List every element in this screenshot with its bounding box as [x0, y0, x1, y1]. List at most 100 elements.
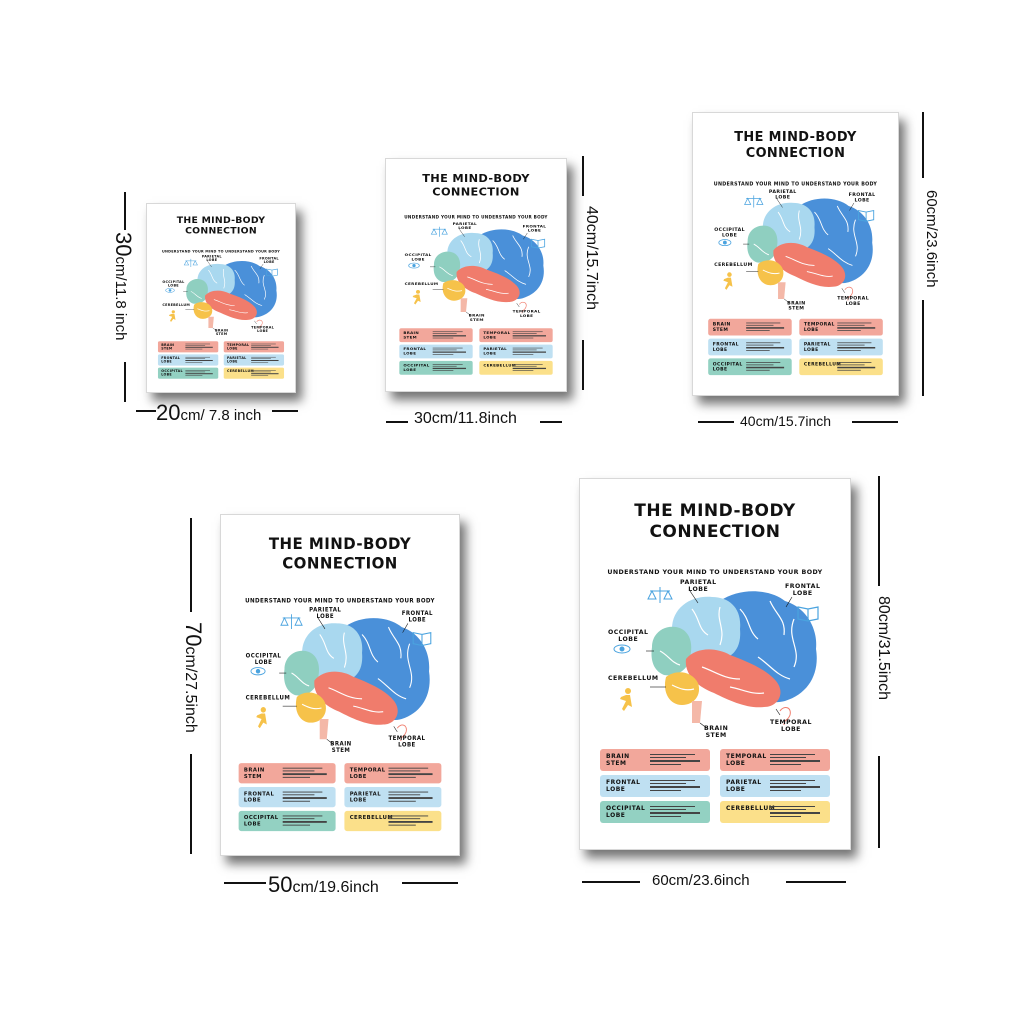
width-line-30x40 [386, 421, 408, 423]
info-box-title: OCCIPITAL LOBE [403, 363, 430, 373]
ear-icon [779, 707, 791, 726]
ear-icon [256, 319, 263, 330]
width-label-20x30: 20cm/ 7.8 inch [156, 400, 262, 425]
height-line-60x80-bottom [878, 756, 880, 848]
balance-figure-icon [723, 272, 733, 290]
info-box: PARIETAL LOBE [799, 338, 883, 356]
info-box-text-lines [837, 321, 880, 331]
width-label-30x40: 30cm/11.8inch [414, 410, 517, 427]
scale-icon [430, 226, 448, 237]
balance-figure-icon [620, 688, 632, 711]
info-box-text-lines [770, 804, 826, 817]
brain-illustration [718, 195, 875, 304]
info-box-title: FRONTAL LOBE [606, 779, 641, 793]
info-box-text-lines [770, 752, 826, 765]
info-box-text-lines [512, 346, 550, 355]
label-frontal: FRONTAL LOBE [785, 583, 821, 597]
height-label-20x30: 30cm/11.8 inch [111, 232, 136, 341]
info-box-text-lines [432, 363, 470, 371]
info-box-text-lines [251, 343, 282, 350]
info-box: OCCIPITAL LOBE [399, 360, 473, 375]
width-line-60x80-right [786, 881, 846, 883]
book-icon [797, 606, 819, 622]
info-box: BRAIN STEM [399, 328, 473, 343]
info-box-text-lines [746, 321, 789, 331]
label-occipital: OCCIPITAL LOBE [608, 629, 649, 643]
occipital-lobe-shape [651, 626, 692, 676]
height-line-60x80 [878, 476, 880, 586]
info-box-text-lines [650, 778, 706, 791]
label-occipital: OCCIPITAL LOBE [404, 253, 432, 262]
book-icon [412, 631, 432, 647]
info-box-text-lines [251, 356, 282, 363]
poster-subtitle: UNDERSTAND YOUR MIND TO UNDERSTAND YOUR … [713, 181, 878, 187]
label-parietal: PARIETAL LOBE [452, 221, 478, 231]
info-box-text-lines [282, 766, 332, 778]
label-parietal: PARIETAL LOBE [309, 606, 342, 620]
eye-icon [250, 667, 266, 676]
width-line-50x70-right [402, 882, 458, 884]
info-box-text-lines [388, 766, 437, 778]
info-box-title: TEMPORAL LOBE [803, 321, 835, 333]
occipital-lobe-shape [284, 650, 320, 696]
info-box-text-lines [650, 804, 706, 817]
poster-20x30: THE MIND-BODY CONNECTION UNDERSTAND YOUR… [146, 203, 296, 393]
info-box: BRAIN STEM [708, 318, 792, 336]
height-line-50x70-bottom [190, 754, 192, 854]
eye-icon [165, 288, 175, 293]
info-box: OCCIPITAL LOBE [708, 358, 792, 376]
poster-50x70: THE MIND-BODY CONNECTION UNDERSTAND YOUR… [220, 514, 460, 856]
poster-content: THE MIND-BODY CONNECTION UNDERSTAND YOUR… [693, 113, 898, 395]
label-brain-stem: BRAIN STEM [468, 313, 485, 323]
label-temporal: TEMPORAL LOBE [837, 295, 870, 307]
poster-30x40: THE MIND-BODY CONNECTION UNDERSTAND YOUR… [385, 158, 567, 392]
ear-icon [519, 301, 527, 314]
info-box-title: BRAIN STEM [243, 766, 265, 780]
label-occipital: OCCIPITAL LOBE [162, 280, 185, 288]
info-box: CEREBELLUM [344, 810, 442, 832]
info-box-title: CEREBELLUM [726, 805, 776, 812]
brain-stem-shape [460, 298, 468, 312]
label-pointers [183, 260, 264, 332]
info-box-title: TEMPORAL LOBE [349, 766, 386, 780]
poster-40x60: THE MIND-BODY CONNECTION UNDERSTAND YOUR… [692, 112, 899, 396]
brain-stem-shape [319, 719, 329, 740]
height-label-50x70: 70cm/27.5inch [181, 622, 206, 733]
info-box-text-lines [512, 363, 550, 371]
info-box: PARIETAL LOBE [720, 775, 830, 797]
width-line-20x30-right [272, 410, 298, 412]
label-pointers [279, 617, 409, 745]
label-cerebellum: CEREBELLUM [404, 281, 439, 287]
poster-content: THE MIND-BODY CONNECTION UNDERSTAND YOUR… [386, 159, 566, 391]
balance-figure-icon [168, 310, 176, 322]
ear-icon [844, 286, 854, 301]
height-line-50x70 [190, 518, 192, 612]
label-brain-stem: BRAIN STEM [330, 741, 352, 754]
brain-stem-shape [778, 282, 786, 299]
info-box-title: PARIETAL LOBE [227, 356, 247, 364]
info-box-title: PARIETAL LOBE [349, 790, 382, 804]
info-box: TEMPORAL LOBE [223, 341, 285, 353]
label-cerebellum: CEREBELLUM [162, 303, 191, 308]
width-line-50x70 [224, 882, 266, 884]
info-box-title: BRAIN STEM [712, 321, 731, 333]
info-box: OCCIPITAL LOBE [238, 810, 336, 832]
info-box-title: OCCIPITAL LOBE [243, 814, 279, 828]
info-box: PARIETAL LOBE [344, 787, 442, 808]
poster-content: THE MIND-BODY CONNECTION UNDERSTAND YOUR… [221, 515, 459, 855]
occipital-lobe-shape [433, 251, 461, 283]
poster-60x80: THE MIND-BODY CONNECTION UNDERSTAND YOUR… [579, 478, 851, 850]
info-box: OCCIPITAL LOBE [600, 801, 710, 823]
width-label-50x70: 50cm/19.6inch [268, 872, 379, 897]
height-line-40x60-bottom [922, 300, 924, 396]
info-box: PARIETAL LOBE [223, 354, 285, 366]
info-box-title: FRONTAL LOBE [712, 341, 739, 353]
scale-icon [280, 614, 303, 629]
info-box: TEMPORAL LOBE [799, 318, 883, 336]
brain-illustration [613, 587, 819, 730]
info-box-text-lines [432, 330, 470, 339]
poster-title: THE MIND-BODY CONNECTION [422, 172, 530, 199]
info-box-text-lines [388, 790, 437, 802]
scale-icon [183, 258, 198, 268]
eye-icon [718, 239, 732, 246]
